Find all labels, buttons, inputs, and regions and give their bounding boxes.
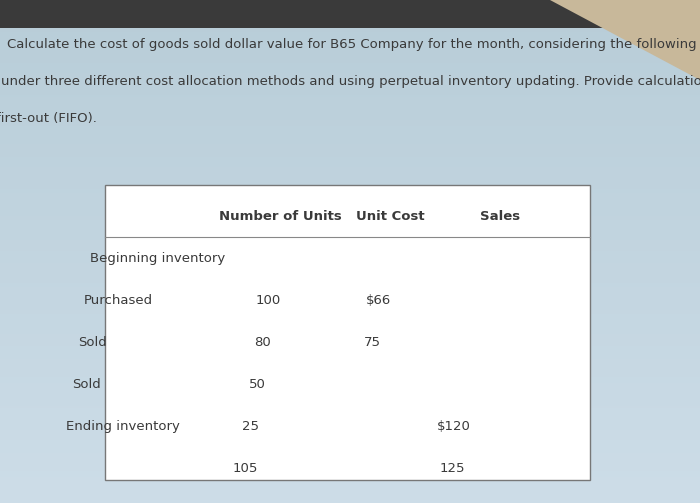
Text: Unit Cost: Unit Cost [356, 210, 425, 223]
Text: 105: 105 [232, 462, 258, 475]
Text: Sales: Sales [480, 210, 521, 223]
Text: Number of Units: Number of Units [219, 210, 342, 223]
Text: under three different cost allocation methods and using perpetual inventory upda: under three different cost allocation me… [1, 75, 700, 88]
Bar [0, 0, 700, 28]
Text: 80: 80 [254, 336, 271, 349]
Text: 50: 50 [248, 378, 265, 391]
Text: Sold: Sold [72, 378, 101, 391]
Text: first-out (FIFO).: first-out (FIFO). [0, 112, 97, 125]
Text: Beginning inventory: Beginning inventory [90, 252, 225, 265]
Text: Calculate the cost of goods sold dollar value for B65 Company for the month, con: Calculate the cost of goods sold dollar … [7, 38, 700, 51]
Text: Ending inventory: Ending inventory [66, 420, 180, 433]
Text: 75: 75 [364, 336, 382, 349]
Bar [105, 185, 590, 480]
Text: $66: $66 [366, 294, 391, 307]
Text: Sold: Sold [78, 336, 106, 349]
Text: 25: 25 [242, 420, 260, 433]
Text: $120: $120 [437, 420, 471, 433]
Text: 100: 100 [256, 294, 281, 307]
Polygon shape [550, 0, 700, 80]
Text: 125: 125 [440, 462, 465, 475]
Text: Purchased: Purchased [84, 294, 153, 307]
